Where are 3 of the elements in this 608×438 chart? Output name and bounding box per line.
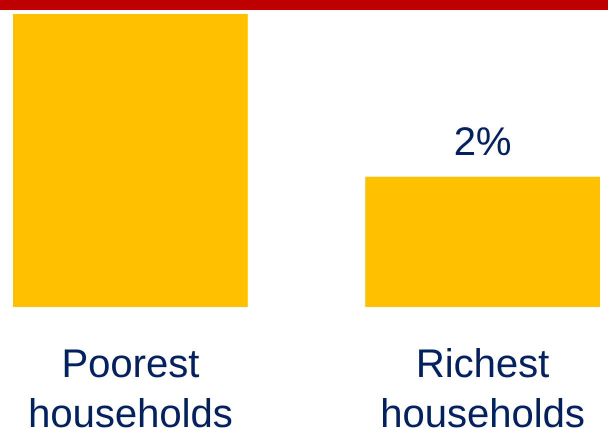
data-label: 2% — [454, 120, 512, 164]
x-tick-label: Poorest households — [28, 342, 233, 436]
x-tick-label: Richest households — [380, 342, 585, 436]
